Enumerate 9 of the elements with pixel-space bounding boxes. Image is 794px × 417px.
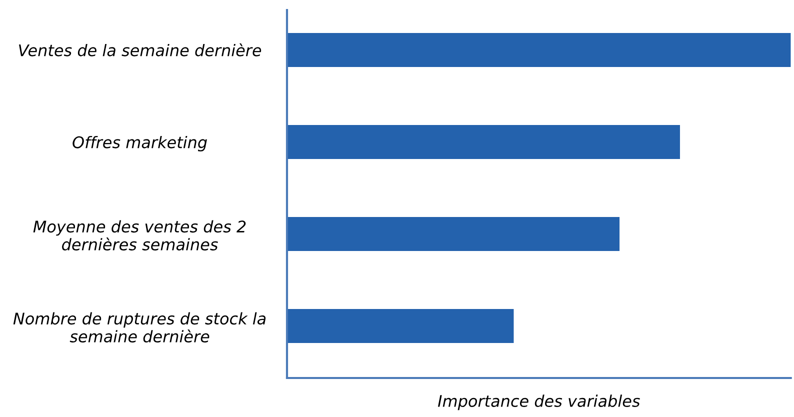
x-axis-title: Importance des variables (438, 394, 640, 410)
y-tick-label: Nombre de ruptures de stock la semaine dernière (13, 312, 266, 342)
bar (287, 125, 680, 160)
y-tick-label: Offres marketing (72, 136, 207, 152)
y-tick-label: Moyenne des ventes des 2 dernières semaines (33, 220, 246, 250)
bar (287, 217, 620, 252)
y-tick-label: Ventes de la semaine dernière (19, 43, 262, 56)
bar (287, 33, 791, 68)
bar (287, 309, 514, 344)
